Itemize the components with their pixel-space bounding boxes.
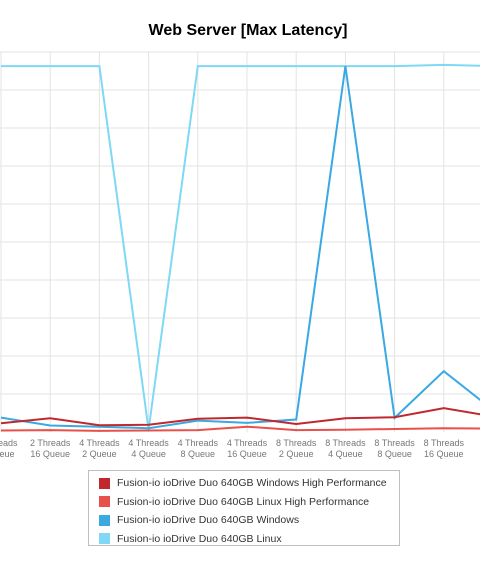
x-tick-label: ThreadsQueue	[0, 438, 18, 459]
legend-item: Fusion-io ioDrive Duo 640GB Linux	[99, 530, 399, 549]
legend-label: Fusion-io ioDrive Duo 640GB Linux	[117, 532, 282, 545]
legend-item: Fusion-io ioDrive Duo 640GB Linux High P…	[99, 493, 399, 512]
x-tick-label: 8 Threads 2 Queue	[276, 438, 317, 459]
x-tick-label: 8 Threads 16 Queue	[424, 438, 465, 459]
series-line	[0, 65, 480, 430]
legend-swatch	[99, 496, 110, 508]
grid	[0, 51, 480, 432]
legend-item: Fusion-io ioDrive Duo 640GB Windows	[99, 511, 399, 530]
x-tick-label: 4 Threads 8 Queue	[178, 438, 219, 459]
legend-label: Fusion-io ioDrive Duo 640GB Windows High…	[117, 477, 387, 490]
legend-swatch	[99, 533, 110, 545]
legend: Fusion-io ioDrive Duo 640GB Windows High…	[88, 470, 400, 546]
legend-label: Fusion-io ioDrive Duo 640GB Linux High P…	[117, 495, 370, 508]
x-tick-label: 4 Threads 2 Queue	[79, 438, 120, 459]
series-line	[1, 63, 480, 430]
x-tick-label: 4 Threads 16 Queue	[227, 438, 268, 459]
legend-item: Fusion-io ioDrive Duo 640GB Windows High…	[99, 474, 399, 493]
series-lines	[0, 63, 480, 432]
legend-swatch	[99, 477, 110, 489]
chart-title: Web Server [Max Latency]	[149, 22, 348, 39]
legend-label: Fusion-io ioDrive Duo 640GB Windows	[117, 514, 300, 527]
x-tick-label: 2 Threads 16 Queue	[30, 438, 71, 459]
legend-swatch	[99, 514, 110, 526]
series-line	[0, 407, 480, 427]
x-tick-label: 8 Threads 8 Queue	[374, 438, 415, 459]
x-tick-label: 4 Threads 4 Queue	[128, 438, 169, 459]
series-line	[0, 425, 480, 432]
x-tick-label: 8 Threads 4 Queue	[325, 438, 366, 459]
